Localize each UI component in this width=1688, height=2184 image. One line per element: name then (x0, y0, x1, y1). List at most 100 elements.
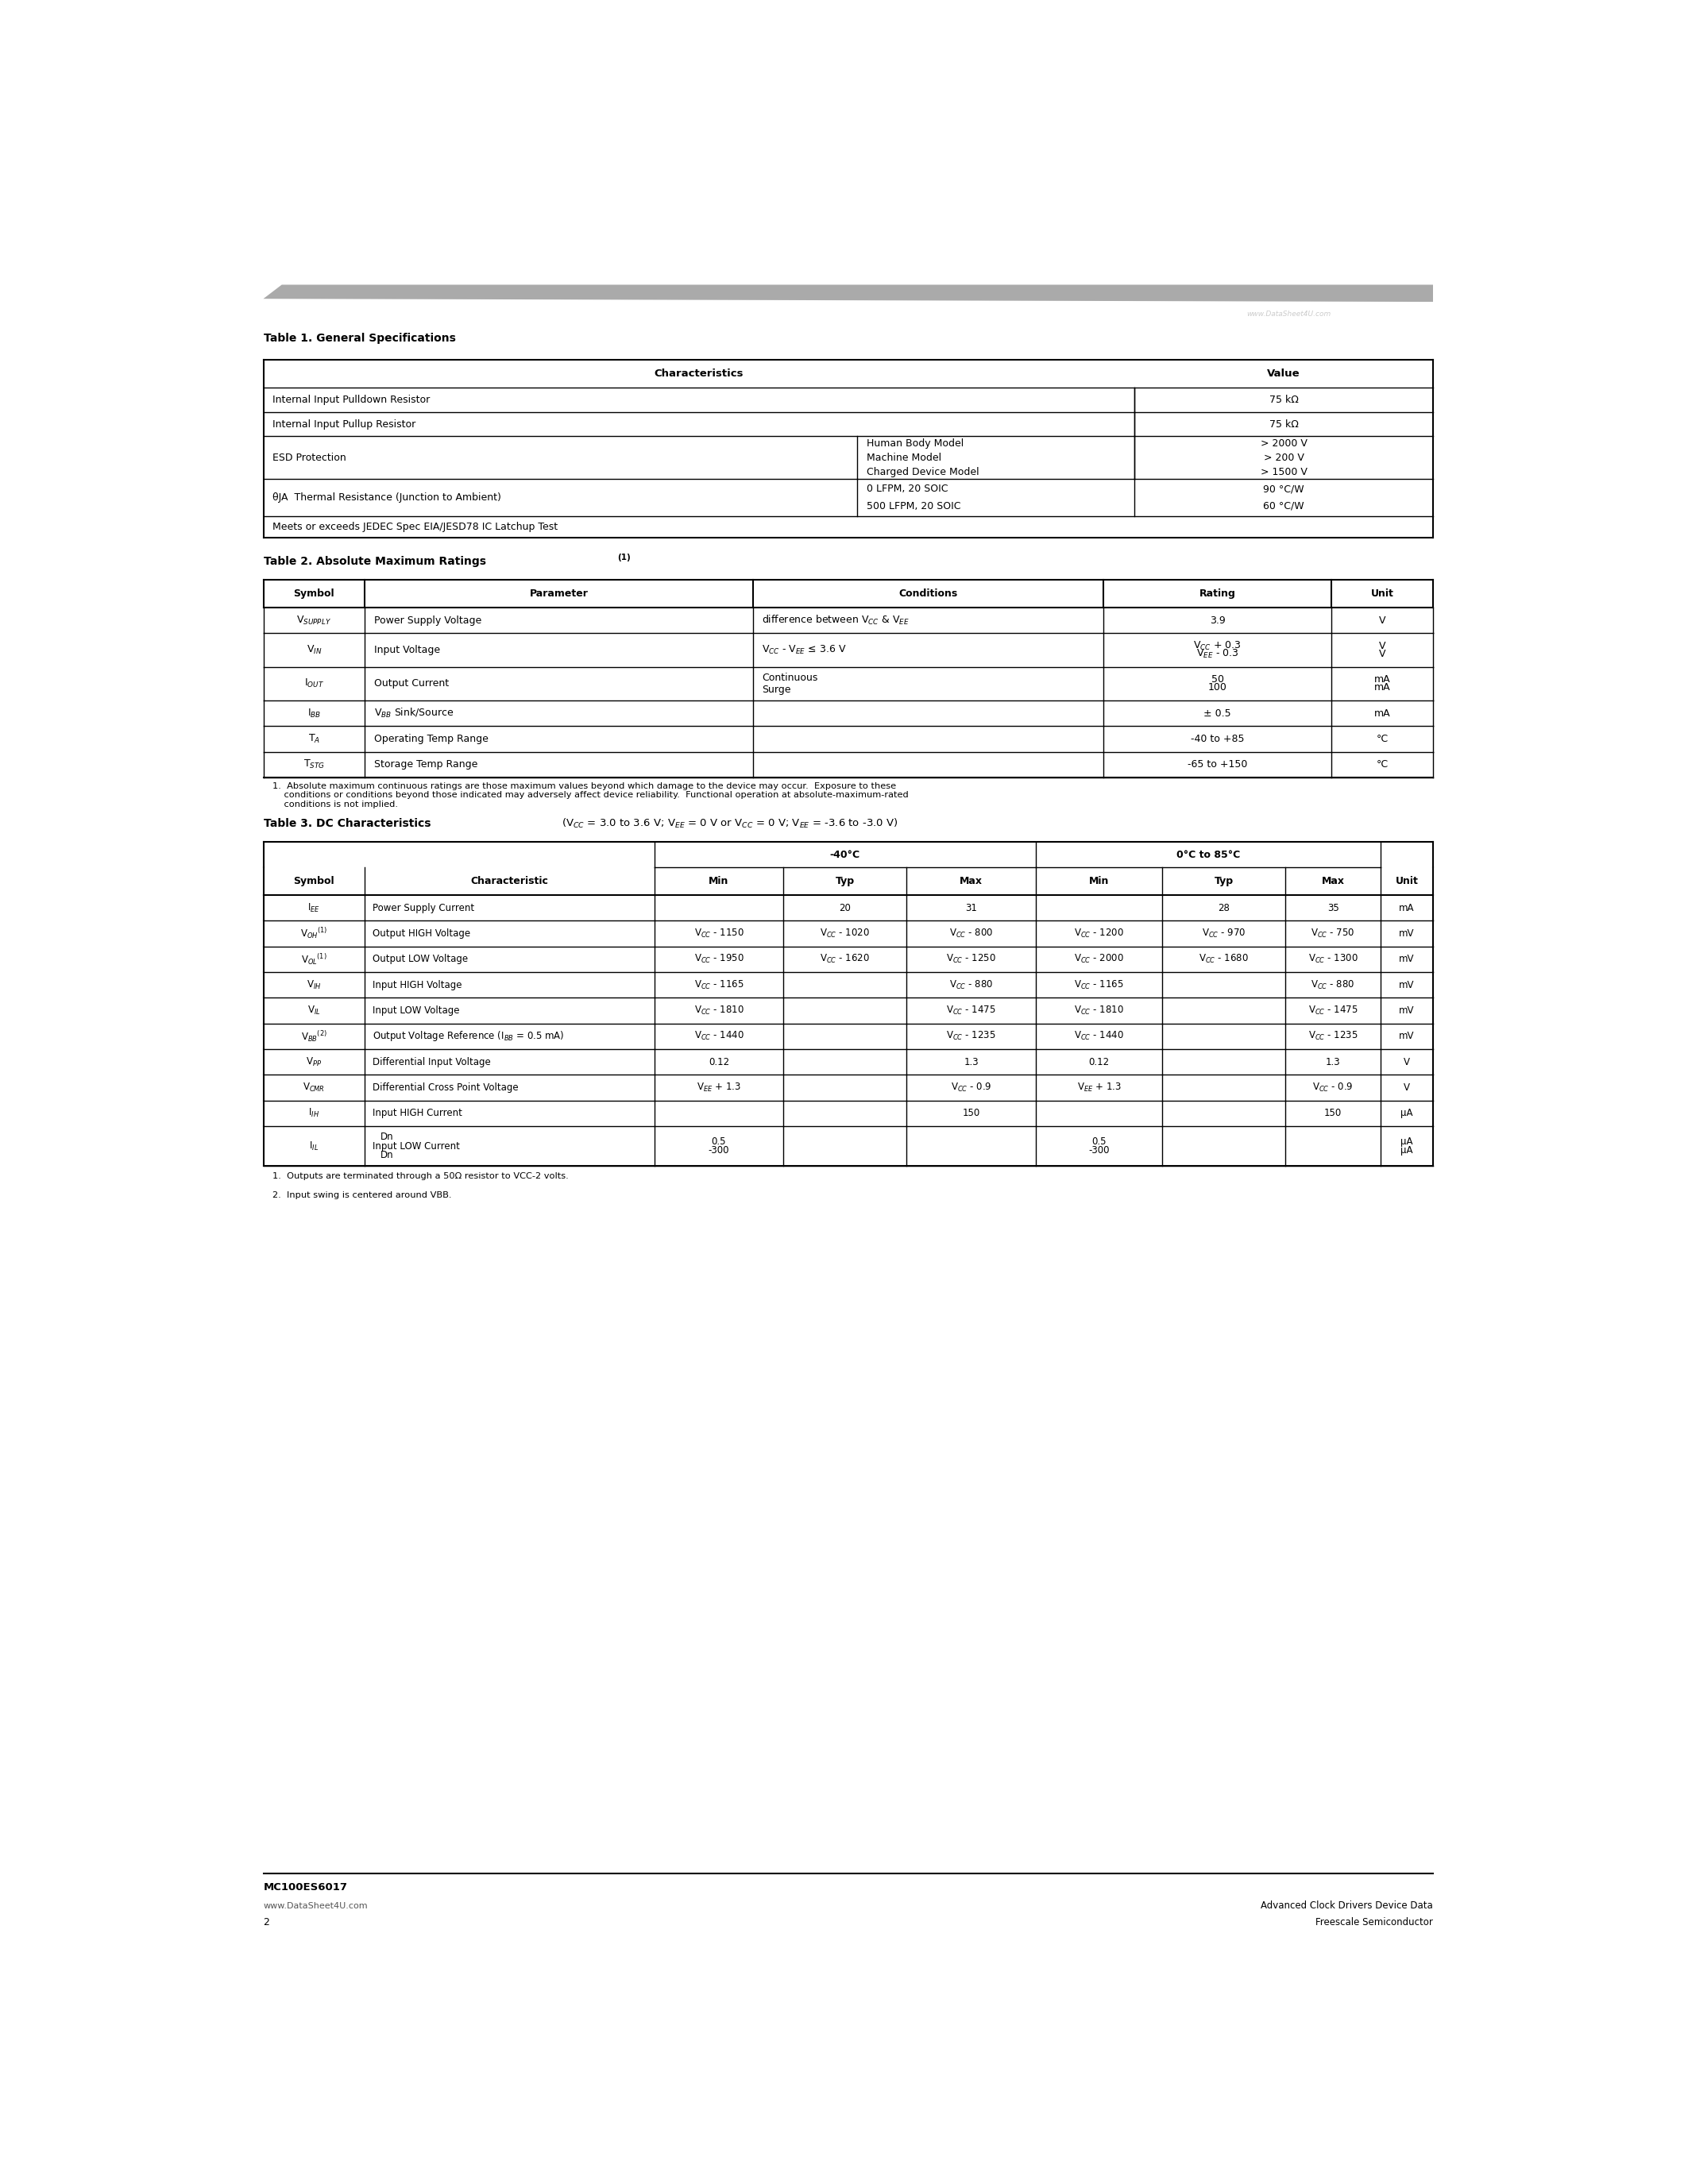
Text: Power Supply Current: Power Supply Current (373, 902, 474, 913)
Text: Characteristics: Characteristics (655, 369, 743, 378)
Text: Human Body Model: Human Body Model (866, 439, 964, 450)
Text: Max: Max (960, 876, 982, 887)
Text: -300: -300 (709, 1144, 729, 1155)
Text: Input Voltage: Input Voltage (375, 644, 441, 655)
Text: V$_{CC}$ - 1680: V$_{CC}$ - 1680 (1198, 952, 1249, 965)
Text: ± 0.5: ± 0.5 (1204, 708, 1231, 719)
Text: V$_{CC}$ - 0.9: V$_{CC}$ - 0.9 (1313, 1081, 1354, 1094)
Text: -40°C: -40°C (830, 850, 861, 860)
Text: mV: mV (1399, 1005, 1415, 1016)
Text: 50: 50 (1212, 675, 1224, 686)
Text: Internal Input Pulldown Resistor: Internal Input Pulldown Resistor (272, 395, 430, 404)
Text: Meets or exceeds JEDEC Spec EIA/JESD78 IC Latchup Test: Meets or exceeds JEDEC Spec EIA/JESD78 I… (272, 522, 557, 531)
Text: Value: Value (1268, 369, 1300, 378)
Text: 31: 31 (966, 902, 977, 913)
Text: 2.  Input swing is centered around VBB.: 2. Input swing is centered around VBB. (272, 1192, 452, 1199)
Text: Max: Max (1322, 876, 1344, 887)
Text: Input LOW Voltage: Input LOW Voltage (373, 1005, 459, 1016)
Text: V$_{BB}$$^{(2)}$: V$_{BB}$$^{(2)}$ (300, 1029, 327, 1044)
Text: Internal Input Pullup Resistor: Internal Input Pullup Resistor (272, 419, 415, 430)
Text: ESD Protection: ESD Protection (272, 452, 346, 463)
Text: V$_{CC}$ - 2000: V$_{CC}$ - 2000 (1074, 952, 1124, 965)
Text: Dn: Dn (380, 1131, 393, 1142)
Text: V: V (1404, 1083, 1409, 1092)
Text: θJA  Thermal Resistance (Junction to Ambient): θJA Thermal Resistance (Junction to Ambi… (272, 491, 501, 502)
Text: μA: μA (1401, 1144, 1413, 1155)
Text: Output Voltage Reference (I$_{BB}$ = 0.5 mA): Output Voltage Reference (I$_{BB}$ = 0.5… (373, 1029, 564, 1044)
Text: Min: Min (709, 876, 729, 887)
Text: V$_{PP}$: V$_{PP}$ (306, 1055, 322, 1068)
Text: Input HIGH Voltage: Input HIGH Voltage (373, 981, 461, 989)
Text: 1.  Outputs are terminated through a 50Ω resistor to VCC-2 volts.: 1. Outputs are terminated through a 50Ω … (272, 1173, 569, 1179)
Text: V$_{OH}$$^{(1)}$: V$_{OH}$$^{(1)}$ (300, 926, 327, 941)
Text: mA: mA (1374, 684, 1391, 692)
Text: Advanced Clock Drivers Device Data: Advanced Clock Drivers Device Data (1261, 1900, 1433, 1911)
Text: 0°C to 85°C: 0°C to 85°C (1177, 850, 1241, 860)
Text: V$_{CC}$ + 0.3: V$_{CC}$ + 0.3 (1193, 640, 1242, 653)
Text: Charged Device Model: Charged Device Model (866, 467, 979, 476)
Text: www.DataSheet4U.com: www.DataSheet4U.com (263, 1902, 368, 1909)
Text: Symbol: Symbol (294, 590, 334, 598)
Text: mV: mV (1399, 1031, 1415, 1042)
Text: Machine Model: Machine Model (866, 452, 942, 463)
Polygon shape (263, 284, 1433, 301)
Text: 28: 28 (1217, 902, 1229, 913)
Text: V$_{CC}$ - 970: V$_{CC}$ - 970 (1202, 928, 1246, 939)
Text: mV: mV (1399, 928, 1415, 939)
Text: Characteristic: Characteristic (471, 876, 549, 887)
Text: V: V (1379, 616, 1386, 625)
Text: Unit: Unit (1371, 590, 1394, 598)
Text: 0.12: 0.12 (709, 1057, 729, 1068)
Text: I$_{BB}$: I$_{BB}$ (307, 708, 321, 719)
Text: (1): (1) (618, 553, 631, 561)
Text: Unit: Unit (1396, 876, 1418, 887)
Text: www.DataSheet4U.com: www.DataSheet4U.com (1246, 310, 1330, 317)
Text: V$_{CC}$ - 1950: V$_{CC}$ - 1950 (694, 952, 744, 965)
Text: I$_{EE}$: I$_{EE}$ (307, 902, 321, 913)
Text: V$_{EE}$ + 1.3: V$_{EE}$ + 1.3 (697, 1081, 741, 1094)
Text: V$_{SUPPLY}$: V$_{SUPPLY}$ (297, 614, 331, 627)
Text: 20: 20 (839, 902, 851, 913)
Text: V$_{CC}$ - 1165: V$_{CC}$ - 1165 (1074, 978, 1124, 992)
Text: V$_{CC}$ - 1235: V$_{CC}$ - 1235 (1308, 1031, 1357, 1042)
Text: 75 kΩ: 75 kΩ (1269, 395, 1298, 404)
Text: °C: °C (1376, 760, 1388, 771)
Text: 100: 100 (1209, 684, 1227, 692)
Text: 0.5: 0.5 (1092, 1136, 1106, 1147)
Text: 90 °C/W: 90 °C/W (1263, 485, 1305, 494)
Text: V$_{CC}$ - 0.9: V$_{CC}$ - 0.9 (950, 1081, 993, 1094)
Text: -65 to +150: -65 to +150 (1188, 760, 1247, 771)
Text: V$_{IN}$: V$_{IN}$ (306, 644, 322, 655)
Text: Table 1. General Specifications: Table 1. General Specifications (263, 332, 456, 345)
Text: V$_{CC}$ - 1300: V$_{CC}$ - 1300 (1308, 952, 1357, 965)
Text: V$_{CC}$ - 1020: V$_{CC}$ - 1020 (820, 928, 869, 939)
Text: 0.5: 0.5 (712, 1136, 726, 1147)
Text: μA: μA (1401, 1107, 1413, 1118)
Text: MC100ES6017: MC100ES6017 (263, 1883, 348, 1894)
Text: Output HIGH Voltage: Output HIGH Voltage (373, 928, 469, 939)
Text: mV: mV (1399, 954, 1415, 965)
Text: V$_{CC}$ - 1475: V$_{CC}$ - 1475 (947, 1005, 996, 1016)
Text: V$_{EE}$ - 0.3: V$_{EE}$ - 0.3 (1197, 649, 1239, 660)
Text: V$_{CC}$ - 1150: V$_{CC}$ - 1150 (694, 928, 744, 939)
Text: V$_{CC}$ - 1810: V$_{CC}$ - 1810 (694, 1005, 744, 1016)
Text: 1.3: 1.3 (964, 1057, 979, 1068)
Text: > 1500 V: > 1500 V (1261, 467, 1307, 476)
Text: Min: Min (1089, 876, 1109, 887)
Text: Power Supply Voltage: Power Supply Voltage (375, 616, 481, 625)
Text: V$_{CC}$ - 750: V$_{CC}$ - 750 (1312, 928, 1355, 939)
Text: T$_A$: T$_A$ (309, 734, 321, 745)
Text: V$_{CC}$ - 1620: V$_{CC}$ - 1620 (820, 952, 869, 965)
Text: 2: 2 (263, 1918, 270, 1928)
Text: V$_{CC}$ - 880: V$_{CC}$ - 880 (949, 978, 993, 992)
Text: V$_{CC}$ - 1250: V$_{CC}$ - 1250 (947, 952, 996, 965)
Text: T$_{STG}$: T$_{STG}$ (304, 758, 324, 771)
Text: V$_{IH}$: V$_{IH}$ (307, 978, 321, 992)
Text: Table 2. Absolute Maximum Ratings: Table 2. Absolute Maximum Ratings (263, 557, 486, 568)
Text: Symbol: Symbol (294, 876, 334, 887)
Text: V$_{CC}$ - V$_{EE}$ ≤ 3.6 V: V$_{CC}$ - V$_{EE}$ ≤ 3.6 V (761, 644, 847, 655)
Text: V: V (1379, 649, 1386, 660)
Text: 150: 150 (1323, 1107, 1342, 1118)
Text: mA: mA (1374, 675, 1391, 686)
Text: Output LOW Voltage: Output LOW Voltage (373, 954, 468, 965)
